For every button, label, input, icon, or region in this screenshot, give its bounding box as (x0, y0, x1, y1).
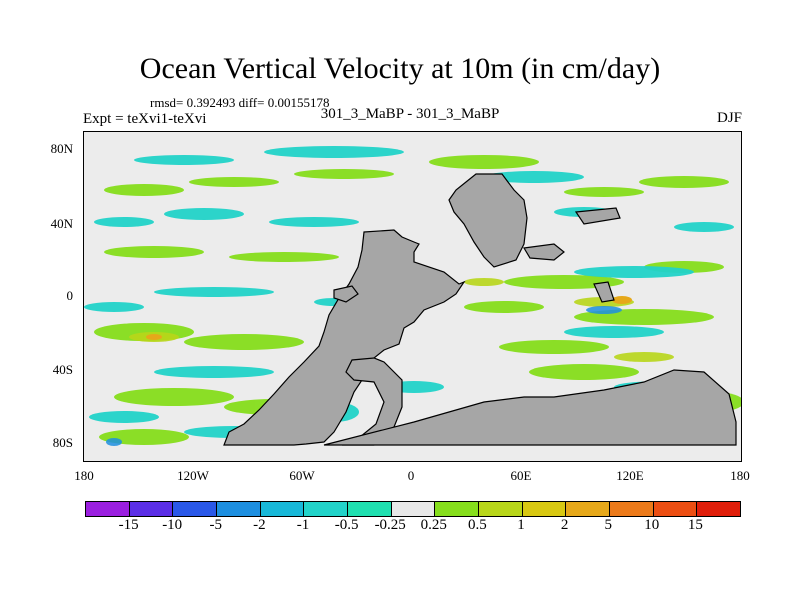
colorbar-swatch (391, 502, 436, 516)
x-tick-0: 0 (407, 468, 415, 483)
colorbar-swatch (304, 502, 349, 516)
colorbar (85, 501, 741, 517)
x-tick-120w: 120W (177, 468, 209, 483)
colorbar-label: -1 (296, 517, 310, 533)
colorbar-swatch (129, 502, 174, 516)
map-canvas (84, 132, 741, 461)
colorbar-label: 10 (644, 517, 660, 533)
colorbar-swatch (173, 502, 218, 516)
land-americas (223, 229, 466, 446)
season-label: DJF (716, 110, 742, 126)
peak-positive-regions (146, 296, 632, 340)
x-tick-60w: 60W (289, 468, 315, 483)
x-tick-180e: 180 (730, 468, 750, 483)
land-small-island-2 (593, 281, 615, 303)
colorbar-swatch (86, 502, 130, 516)
y-tick-80n: 80N (50, 141, 73, 156)
colorbar-label: 5 (604, 517, 612, 533)
colorbar-swatch (653, 502, 698, 516)
colorbar-swatch (697, 502, 741, 516)
land-north-land (448, 173, 528, 268)
land-antarctic-shelf (323, 369, 737, 446)
colorbar-swatch (610, 502, 654, 516)
y-tick-40n: 40N (50, 216, 73, 231)
map-title: Ocean Vertical Velocity at 10m (in cm/da… (139, 52, 661, 85)
colorbar-label: -15 (118, 517, 139, 533)
colorbar-swatch (479, 502, 523, 516)
colorbar-label: -0.25 (374, 517, 406, 533)
colorbar-label: -2 (253, 517, 266, 533)
y-tick-0: 0 (66, 288, 74, 303)
stats-line: rmsd= 0.392493 diff= 0.00155178 (150, 95, 330, 110)
subtitle: 301_3_MaBP - 301_3_MaBP (320, 106, 500, 122)
colorbar-swatch (217, 502, 261, 516)
land-small-island-4 (523, 243, 565, 261)
colorbar-label: -10 (162, 517, 183, 533)
colorbar-label: 0.5 (468, 517, 487, 533)
x-tick-180w: 180 (74, 468, 94, 483)
colorbar-label: 15 (687, 517, 703, 533)
map-plot (83, 131, 742, 462)
colorbar-label: -5 (209, 517, 223, 533)
colorbar-swatch (348, 502, 392, 516)
colorbar-label: -0.5 (334, 517, 359, 533)
land-small-island-1 (333, 285, 359, 303)
land-small-island-3 (574, 207, 621, 225)
land-eastern-continent (341, 357, 403, 446)
x-tick-60e: 60E (510, 468, 532, 483)
colorbar-swatch (566, 502, 611, 516)
x-tick-120e: 120E (616, 468, 644, 483)
experiment-label: Expt = teXvi1-teXvi (83, 111, 207, 127)
colorbar-swatch (435, 502, 480, 516)
colorbar-swatch (522, 502, 567, 516)
colorbar-swatch (260, 502, 305, 516)
colorbar-label: 0.25 (420, 517, 447, 533)
colorbar-label: 1 (517, 517, 525, 533)
negative-velocity-regions (84, 146, 734, 444)
colorbar-label: 2 (560, 517, 569, 533)
y-tick-80s: 80S (52, 435, 73, 450)
y-tick-40s: 40S (52, 362, 73, 377)
land-masses (223, 173, 737, 446)
